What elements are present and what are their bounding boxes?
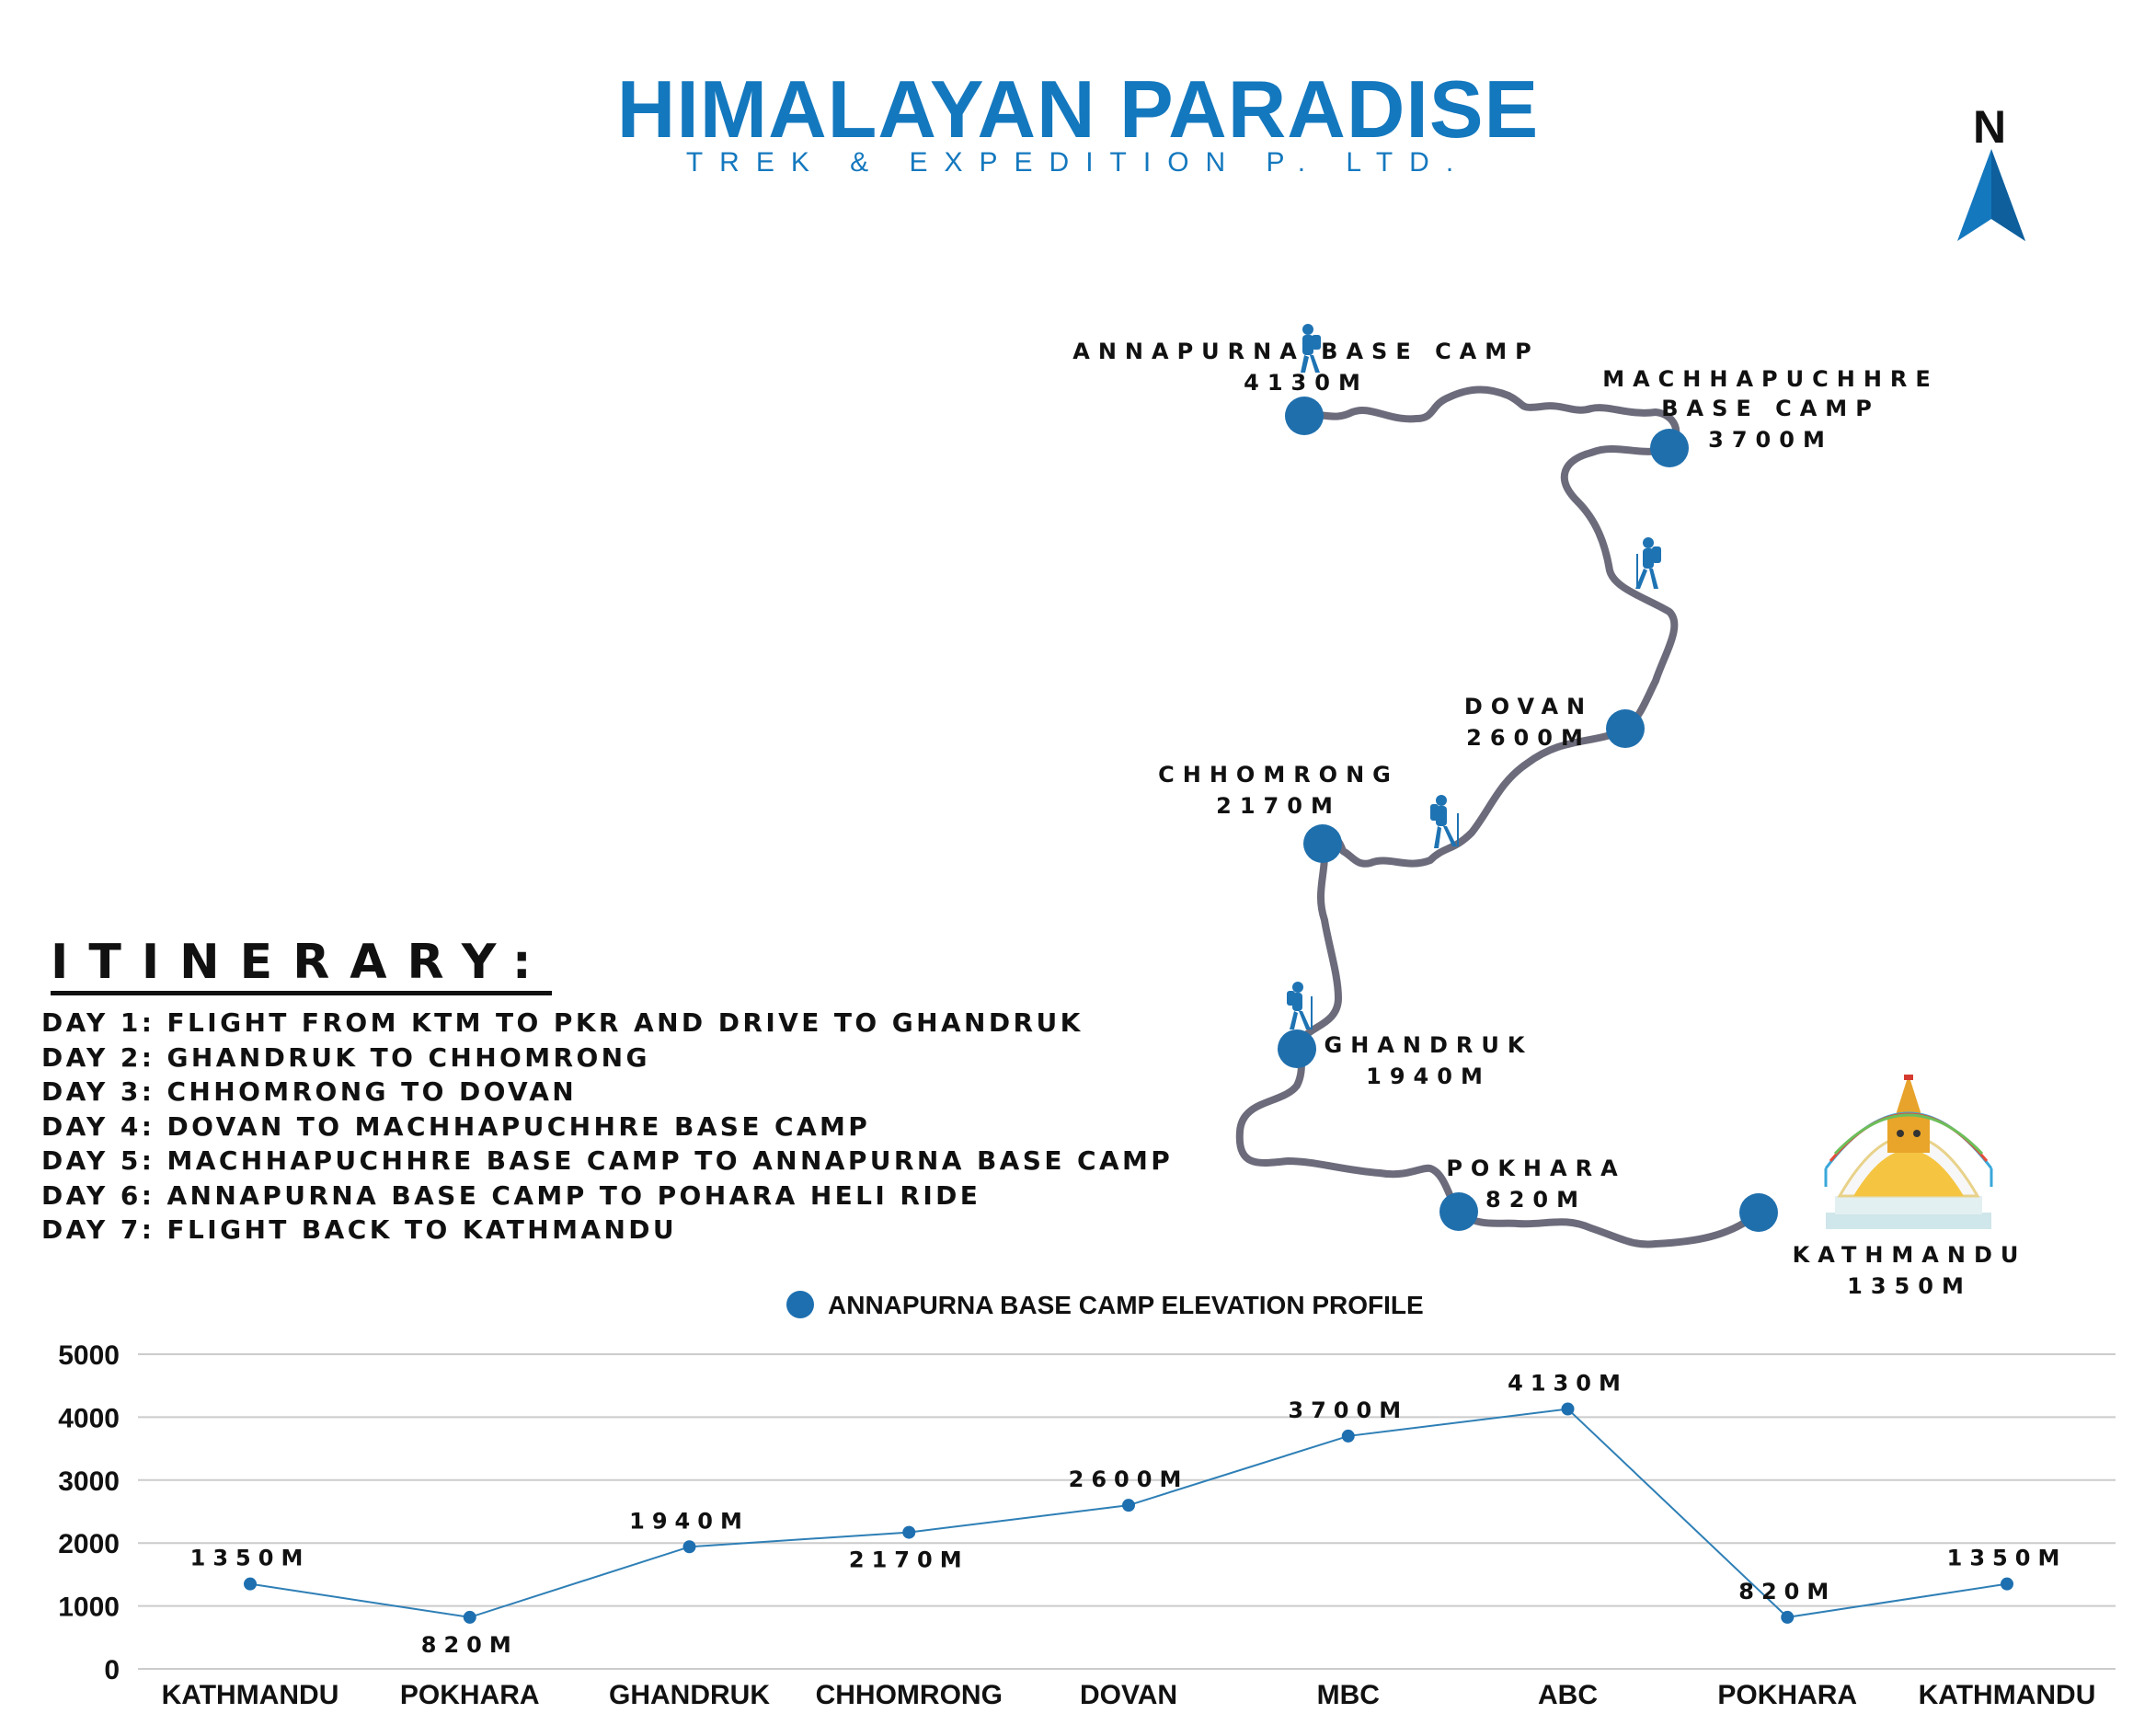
data-label: 1350M <box>190 1546 311 1571</box>
data-label: 2170M <box>849 1547 969 1573</box>
y-tick-label: 5000 <box>58 1340 120 1371</box>
x-tick-label: KATHMANDU <box>162 1680 339 1710</box>
x-tick-label: DOVAN <box>1080 1680 1177 1710</box>
data-point <box>1122 1499 1135 1512</box>
route-marker-ghandruk <box>1278 1029 1316 1068</box>
y-tick-label: 3000 <box>58 1466 120 1497</box>
label-mbc-name-2: BASE CAMP <box>1661 396 1880 421</box>
itinerary-day: DAY 4: DOVAN TO MACHHAPUCHHRE BASE CAMP <box>41 1110 871 1142</box>
brand-subtitle: TREK & EXPEDITION P. LTD. <box>685 147 1471 178</box>
hiker-icon <box>1635 537 1661 589</box>
y-tick-label: 2000 <box>58 1529 120 1559</box>
label-chhomrong-name: CHHOMRONG <box>1158 762 1399 788</box>
label-ghandruk-elev: 1940M <box>1366 1064 1491 1089</box>
label-kathmandu-name: KATHMANDU <box>1793 1242 2027 1268</box>
x-tick-label: GHANDRUK <box>609 1680 770 1710</box>
itinerary-day: DAY 2: GHANDRUK TO CHHOMRONG <box>41 1041 650 1073</box>
compass-label: N <box>1973 101 2006 153</box>
route-marker-pokhara <box>1439 1192 1478 1231</box>
hiker-icon <box>1430 795 1459 848</box>
data-point <box>463 1610 476 1624</box>
x-tick-label: MBC <box>1317 1680 1380 1710</box>
label-dovan-name: DOVAN <box>1464 694 1593 719</box>
label-abc-elev: 4130M <box>1244 370 1369 396</box>
legend-label: ANNAPURNA BASE CAMP ELEVATION PROFILE <box>828 1291 1424 1319</box>
data-label: 3700M <box>1288 1397 1408 1423</box>
route-marker-abc <box>1285 397 1324 435</box>
data-point <box>1781 1610 1795 1624</box>
data-label: 4130M <box>1508 1371 1628 1397</box>
data-point <box>1341 1429 1355 1443</box>
trek-trail <box>1235 385 1762 1248</box>
data-point <box>902 1525 916 1539</box>
route-marker-mbc <box>1650 429 1689 467</box>
label-kathmandu-elev: 1350M <box>1847 1273 1972 1299</box>
label-dovan-elev: 2600M <box>1466 725 1591 751</box>
itinerary-heading: ITINERARY: <box>51 936 552 996</box>
label-mbc-name-1: MACHHAPUCHHRE <box>1602 366 1939 392</box>
data-point <box>244 1577 257 1591</box>
route-marker-dovan <box>1606 709 1645 748</box>
label-pokhara-name: POKHARA <box>1446 1156 1625 1181</box>
itinerary-day: DAY 5: MACHHAPUCHHRE BASE CAMP TO ANNAPU… <box>41 1145 1174 1176</box>
hiker-icon <box>1287 982 1313 1029</box>
data-label: 1940M <box>629 1508 750 1534</box>
data-point <box>2001 1577 2013 1591</box>
route-marker-chhomrong <box>1303 824 1342 863</box>
north-arrow-icon: N <box>1957 101 2025 241</box>
data-point <box>1561 1402 1575 1416</box>
legend-marker <box>786 1291 814 1318</box>
itinerary-list: DAY 1: FLIGHT FROM KTM TO PKR AND DRIVE … <box>41 1006 1173 1248</box>
label-mbc-elev: 3700M <box>1708 427 1833 453</box>
x-tick-label: ABC <box>1538 1680 1598 1710</box>
y-tick-label: 0 <box>104 1655 120 1685</box>
boudhanath-stupa-icon <box>1824 1075 1993 1229</box>
itinerary-day: DAY 1: FLIGHT FROM KTM TO PKR AND DRIVE … <box>41 1007 1084 1038</box>
itinerary-day: DAY 6: ANNAPURNA BASE CAMP TO POHARA HEL… <box>41 1179 981 1211</box>
data-label: 820M <box>421 1632 519 1658</box>
hiker-icon <box>1301 324 1321 373</box>
y-tick-label: 1000 <box>58 1593 120 1623</box>
label-chhomrong-elev: 2170M <box>1216 793 1341 819</box>
label-ghandruk-name: GHANDRUK <box>1325 1032 1533 1058</box>
x-tick-label: CHHOMRONG <box>816 1680 1003 1710</box>
data-label: 820M <box>1738 1579 1836 1604</box>
x-tick-label: POKHARA <box>1717 1680 1857 1710</box>
data-point <box>682 1540 696 1554</box>
north-arrow-shade <box>1991 149 2025 241</box>
label-abc-name: ANNAPURNA BASE CAMP <box>1072 339 1539 364</box>
itinerary-day: DAY 7: FLIGHT BACK TO KATHMANDU <box>41 1214 678 1245</box>
data-label: 2600M <box>1069 1466 1189 1492</box>
itinerary-day: DAY 3: CHHOMRONG TO DOVAN <box>41 1076 578 1107</box>
brand-title: HIMALAYAN PARADISE <box>616 63 1540 155</box>
data-label: 1350M <box>1947 1546 2068 1571</box>
label-pokhara-elev: 820M <box>1485 1187 1587 1213</box>
x-tick-label: POKHARA <box>400 1680 540 1710</box>
route-marker-kathmandu <box>1739 1193 1778 1232</box>
x-tick-label: KATHMANDU <box>1919 1680 2096 1710</box>
y-tick-label: 4000 <box>58 1403 120 1433</box>
